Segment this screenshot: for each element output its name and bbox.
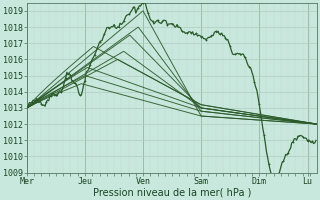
X-axis label: Pression niveau de la mer( hPa ): Pression niveau de la mer( hPa ) (93, 187, 251, 197)
